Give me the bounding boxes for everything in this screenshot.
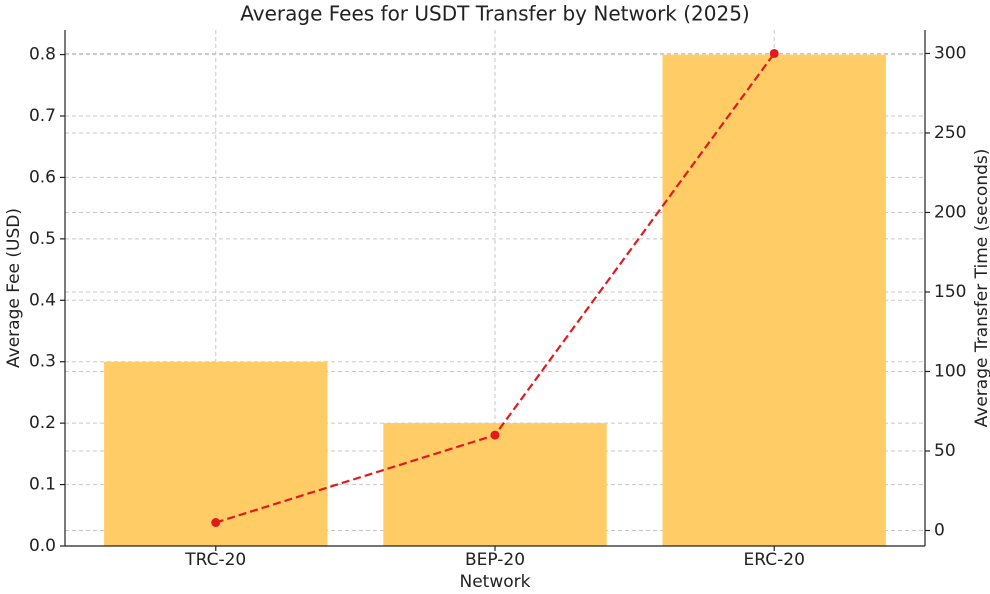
chart-title: Average Fees for USDT Transfer by Networ… (240, 2, 749, 26)
y-tick-label: 0.0 (29, 536, 56, 556)
y2-tick-label: 150 (934, 282, 966, 302)
bar (104, 361, 328, 546)
y2-tick-label: 200 (934, 202, 966, 222)
y2-tick-label: 100 (934, 361, 966, 381)
line-marker (211, 518, 221, 528)
x-tick-label: BEP-20 (465, 550, 525, 570)
x-tick-label: TRC-20 (184, 550, 246, 570)
y2-tick-label: 250 (934, 123, 966, 143)
y2-tick-label: 50 (934, 441, 956, 461)
y-tick-label: 0.6 (29, 167, 56, 187)
bar (662, 54, 886, 546)
y-tick-label: 0.8 (29, 45, 56, 65)
y-tick-label: 0.7 (29, 106, 56, 126)
line-marker (490, 430, 500, 440)
line-marker (769, 48, 779, 58)
y-tick-label: 0.3 (29, 352, 56, 372)
bar (383, 423, 607, 546)
y2-tick-label: 0 (934, 520, 945, 540)
y-tick-label: 0.4 (29, 290, 56, 310)
y2-tick-label: 300 (934, 43, 966, 63)
y-tick-label: 0.5 (29, 229, 56, 249)
x-axis-label: Network (460, 572, 531, 592)
y-tick-label: 0.2 (29, 413, 56, 433)
y-tick-label: 0.1 (29, 475, 56, 495)
x-tick-label: ERC-20 (744, 550, 805, 570)
y2-axis-label: Average Transfer Time (seconds) (972, 149, 990, 428)
y-axis-label: Average Fee (USD) (4, 208, 24, 368)
